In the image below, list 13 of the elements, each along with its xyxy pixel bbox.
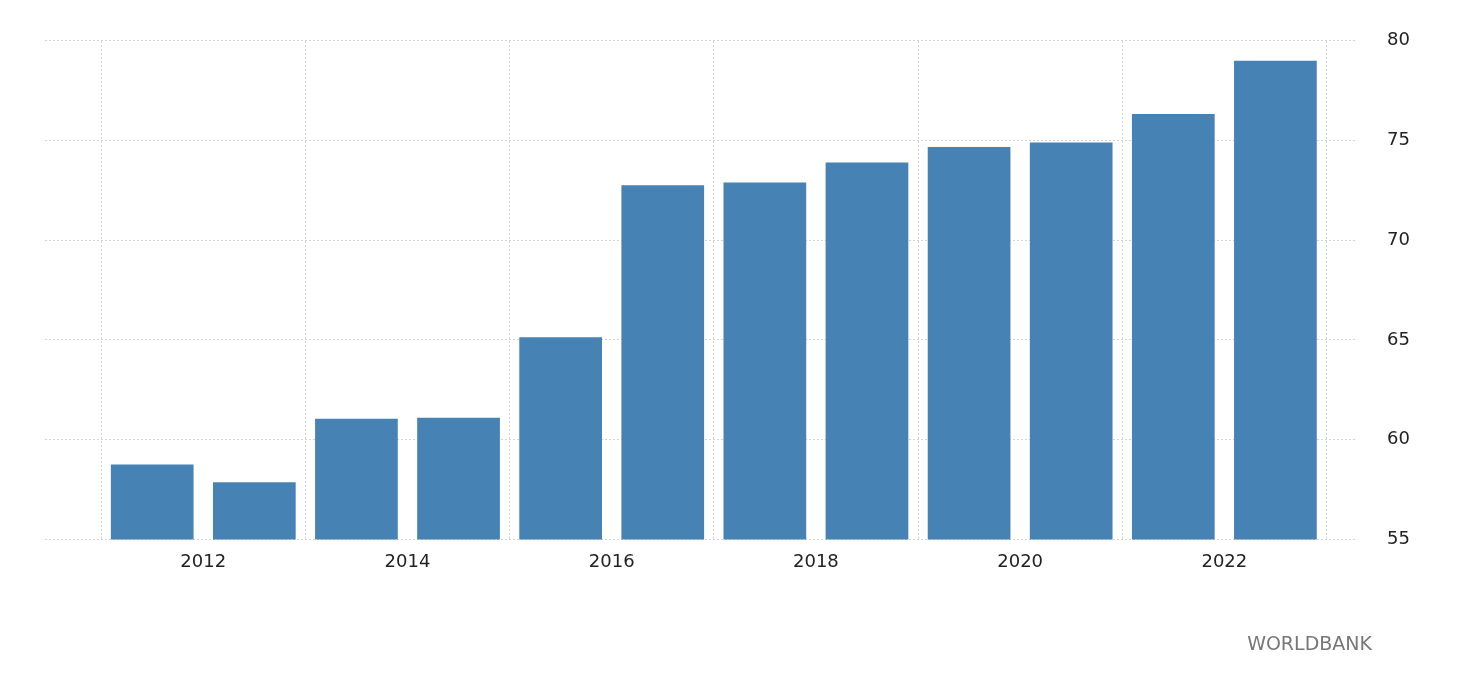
x-tick-label: 2022 [1201, 549, 1248, 571]
y-tick-label: 55 [1387, 527, 1410, 549]
text: WORLDBANK [1247, 632, 1372, 654]
x-tick-label: 2018 [793, 549, 839, 571]
y-tick-label: 65 [1387, 327, 1410, 349]
y-tick-label: 80 [1387, 28, 1410, 50]
x-tick-label: 2016 [588, 549, 635, 571]
y-tick-label: 70 [1387, 227, 1410, 249]
x-tick-label: 2020 [997, 549, 1044, 571]
x-tick-label: 2014 [384, 549, 431, 571]
y-tick-label: 60 [1387, 427, 1410, 449]
y-tick-label: 75 [1387, 128, 1410, 150]
x-tick-label: 2012 [180, 549, 227, 571]
